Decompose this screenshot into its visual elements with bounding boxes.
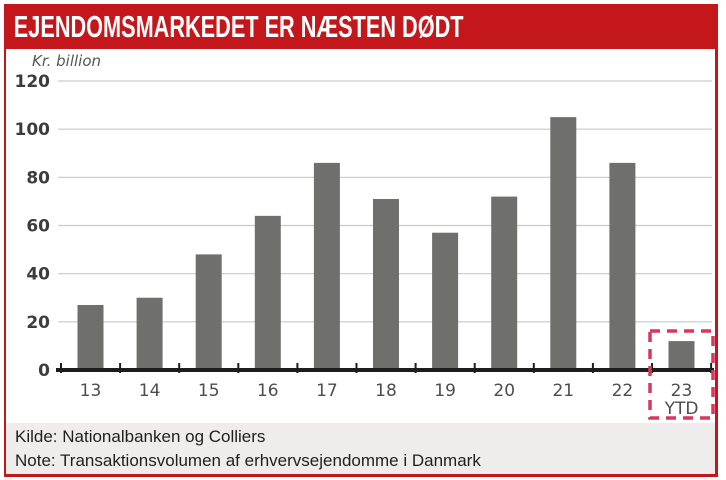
page-title: EJENDOMSMARKEDET ER NÆSTEN DØDT — [13, 9, 464, 44]
y-tick-label: 80 — [26, 168, 50, 188]
bar-21 — [550, 117, 577, 370]
bar-17 — [313, 162, 340, 370]
x-tick-sublabel: YTD — [664, 399, 699, 419]
chart-panel: Kr. billion 0 20 40 60 80 100 120 13 14 15 16 17 18 1… — [4, 49, 718, 477]
x-tick-label: 22 — [612, 381, 634, 401]
x-tick-label: 13 — [80, 381, 102, 401]
source-note-footer: Kilde: Nationalbanken og Colliers Note: … — [6, 423, 715, 474]
y-tick-label: 100 — [15, 120, 51, 140]
x-tick-label: 23 — [671, 381, 693, 401]
bar-23 — [668, 341, 695, 370]
highlight-dashed-box — [648, 329, 715, 420]
bar-13 — [77, 304, 104, 370]
bar-15 — [195, 254, 222, 370]
y-tick-label: 40 — [26, 265, 50, 285]
bar-22 — [609, 162, 636, 370]
bar-14 — [136, 297, 163, 370]
y-tick-label: 60 — [26, 217, 50, 237]
x-tick-label: 18 — [375, 381, 397, 401]
x-tick-label: 14 — [139, 381, 161, 401]
bar-20 — [491, 196, 518, 370]
x-tick-label: 19 — [434, 381, 456, 401]
bar-19 — [432, 232, 459, 370]
header-banner: EJENDOMSMARKEDET ER NÆSTEN DØDT — [4, 4, 718, 49]
x-tick-label: 15 — [198, 381, 220, 401]
x-tick-label: 20 — [493, 381, 515, 401]
bar-16 — [254, 215, 281, 370]
x-tick-label: 16 — [257, 381, 279, 401]
y-tick-label: 120 — [15, 72, 51, 92]
y-tick-label: 0 — [38, 361, 50, 381]
x-tick-label: 21 — [552, 381, 574, 401]
bar-18 — [373, 199, 399, 370]
x-tick-label: 17 — [316, 381, 338, 401]
x-axis-line — [56, 368, 714, 372]
y-axis-unit-label: Kr. billion — [32, 52, 102, 70]
source-text: Kilde: Nationalbanken og Colliers — [15, 427, 266, 446]
y-tick-label: 20 — [26, 313, 50, 333]
note-text: Note: Transaktionsvolumen af erhvervseje… — [15, 451, 481, 470]
